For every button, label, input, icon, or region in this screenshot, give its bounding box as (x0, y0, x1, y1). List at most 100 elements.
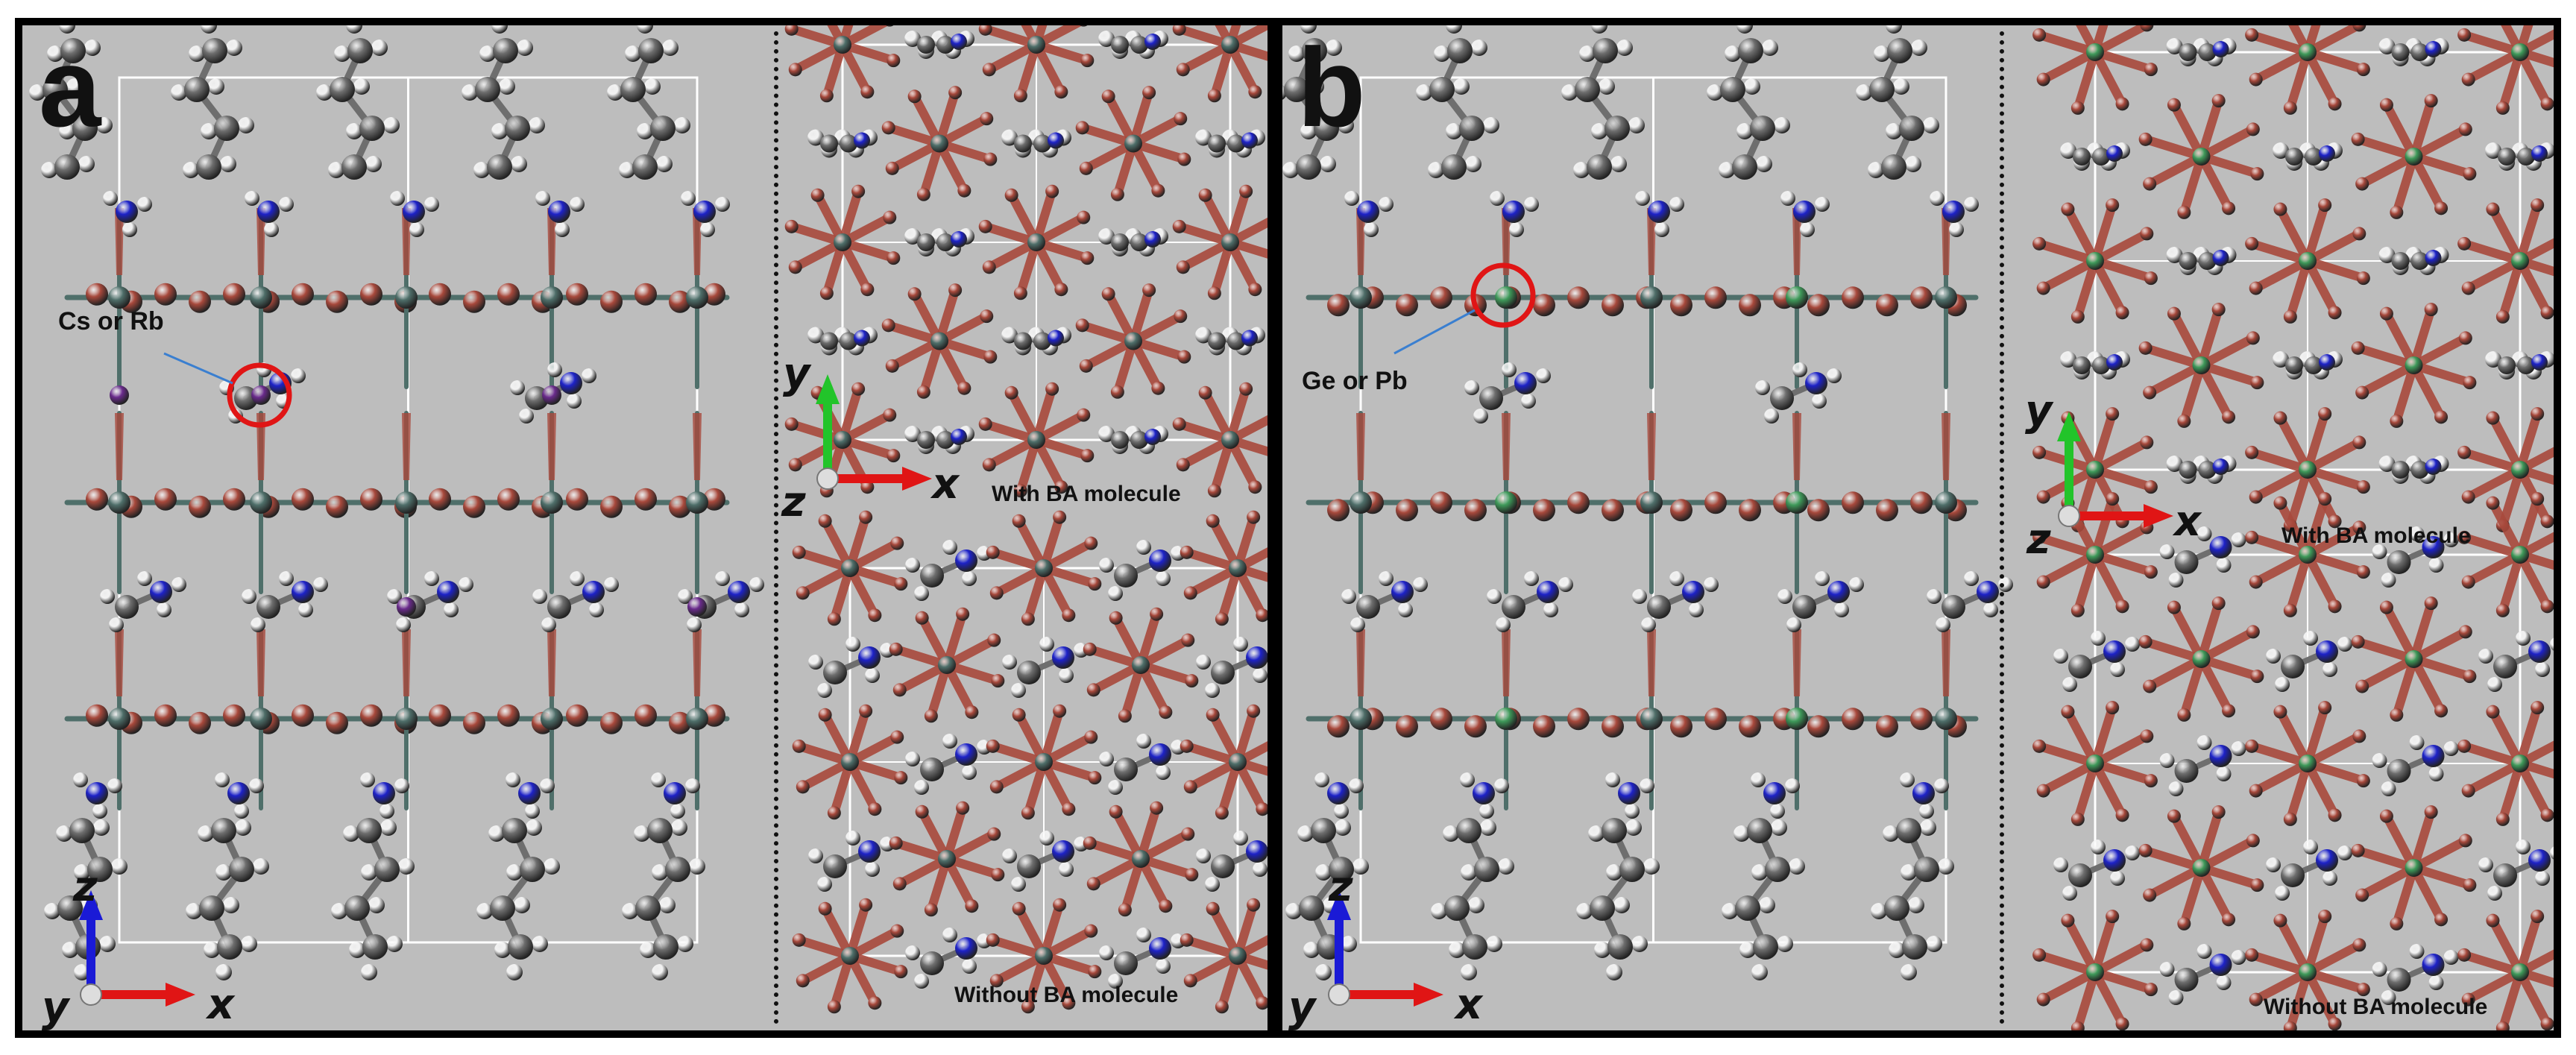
carbon-atom (1017, 661, 1041, 684)
hydrogen-atom (1350, 617, 1365, 632)
halide-atom (2246, 834, 2260, 848)
halide-bond-wedge (1356, 413, 1365, 480)
inset-halide-spoke (2073, 968, 2100, 1030)
halide-atom (1910, 286, 1933, 309)
hydrogen-atom (845, 831, 860, 845)
inset-halide-spoke (2303, 48, 2340, 109)
halide-atom (2463, 670, 2477, 684)
hydrogen-atom (2485, 142, 2501, 159)
hydrogen-atom (1098, 228, 1115, 245)
carbon-atom (1208, 332, 1226, 350)
metal-atom (834, 431, 851, 449)
inset-halide-spoke (2516, 238, 2554, 265)
hydrogen-atom (499, 78, 515, 95)
hydrogen-atom (360, 772, 375, 787)
hydrogen-atom (2372, 753, 2387, 768)
halide-atom (292, 488, 314, 511)
hydrogen-atom (1900, 772, 1915, 787)
inset-halide-spoke (2516, 968, 2552, 1029)
halide-atom (1247, 704, 1261, 718)
carbon-atom (1750, 116, 1775, 141)
hydrogen-atom (2273, 351, 2289, 368)
inset-halide-spoke (2409, 863, 2475, 890)
hydrogen-atom (2231, 741, 2246, 756)
hydrogen-atom (1774, 117, 1790, 133)
hydrogen-atom (582, 368, 596, 383)
hydrogen-atom (604, 577, 619, 592)
halide-atom (566, 704, 588, 727)
halide-atom (915, 611, 929, 625)
hydrogen-atom (1762, 40, 1778, 56)
hydrogen-atom (817, 877, 832, 892)
hydrogen-atom (398, 858, 415, 875)
hydrogen-atom (514, 897, 530, 913)
hydrogen-atom (215, 964, 232, 980)
carbon-atom (1575, 77, 1600, 102)
inset-halide-spoke (2303, 759, 2340, 820)
hydrogen-atom (2231, 950, 2246, 965)
halide-atom (2495, 1021, 2510, 1030)
inset-halide-spoke (2353, 343, 2419, 370)
nitrogen-atom (2209, 954, 2232, 976)
hydrogen-atom (1335, 819, 1351, 836)
halide-atom (1207, 89, 1221, 103)
hydrogen-atom (2378, 38, 2396, 54)
halide-atom (2032, 28, 2047, 42)
halide-atom (983, 350, 998, 364)
halide-bond-wedge (402, 629, 411, 696)
hydrogen-atom (462, 84, 478, 101)
halide-atom (2167, 98, 2181, 112)
hydrogen-atom (2110, 871, 2125, 886)
carbon-atom (1753, 934, 1778, 960)
halide-bond-wedge (547, 208, 556, 275)
inset-halide-spoke (2073, 759, 2100, 824)
halide-atom (887, 251, 901, 265)
halide-atom (1704, 708, 1727, 731)
hydrogen-atom (634, 825, 650, 842)
carbon-atom (917, 431, 935, 449)
inset-halide-spoke (2196, 361, 2234, 422)
metal-atom (2299, 755, 2317, 772)
carbon-atom (840, 332, 857, 350)
halide-atom (1464, 715, 1487, 738)
halide-atom (2328, 306, 2342, 320)
halide-atom (1181, 827, 1195, 841)
halide-atom (885, 161, 899, 175)
hydrogen-atom (1770, 804, 1785, 819)
hydrogen-atom (298, 602, 313, 617)
nitrogen-atom (116, 201, 138, 223)
main-axis-triad-b-horizontal-head (1414, 983, 1443, 1007)
carbon-atom (211, 818, 236, 843)
halide-atom (463, 290, 485, 313)
halide-bond-wedge (1942, 208, 1950, 275)
inset-halide-spoke (2251, 759, 2312, 796)
hydrogen-atom (238, 117, 254, 133)
halide-atom (1101, 287, 1115, 301)
halide-atom (2328, 1017, 2342, 1030)
halide-atom (1396, 715, 1418, 738)
halide-atom (1086, 683, 1100, 697)
carbon-atom (638, 38, 664, 63)
hydrogen-atom (2196, 944, 2212, 959)
hydrogen-atom (1625, 804, 1640, 819)
metal-atom (2192, 148, 2211, 166)
halide-atom (2036, 281, 2050, 295)
inset-halide-spoke (2409, 807, 2436, 872)
hydrogen-atom (1543, 602, 1558, 617)
hydrogen-atom (122, 222, 137, 237)
halide-bond-wedge (693, 413, 702, 480)
carbon-atom (2281, 863, 2305, 887)
inset-halide-spoke (2285, 48, 2312, 113)
carbon-atom (820, 134, 838, 153)
nitrogen-atom (1327, 782, 1350, 804)
hydrogen-atom (1874, 45, 1890, 62)
halide-atom (1062, 608, 1076, 623)
hydrogen-atom (1815, 571, 1830, 586)
halide-atom (2245, 445, 2259, 459)
hydrogen-atom (904, 228, 921, 245)
halide-atom (566, 283, 588, 306)
hydrogen-atom (1558, 577, 1573, 592)
halide-atom (1075, 318, 1089, 333)
metal-atom (2405, 356, 2423, 374)
inset-halide-spoke (2247, 532, 2312, 559)
